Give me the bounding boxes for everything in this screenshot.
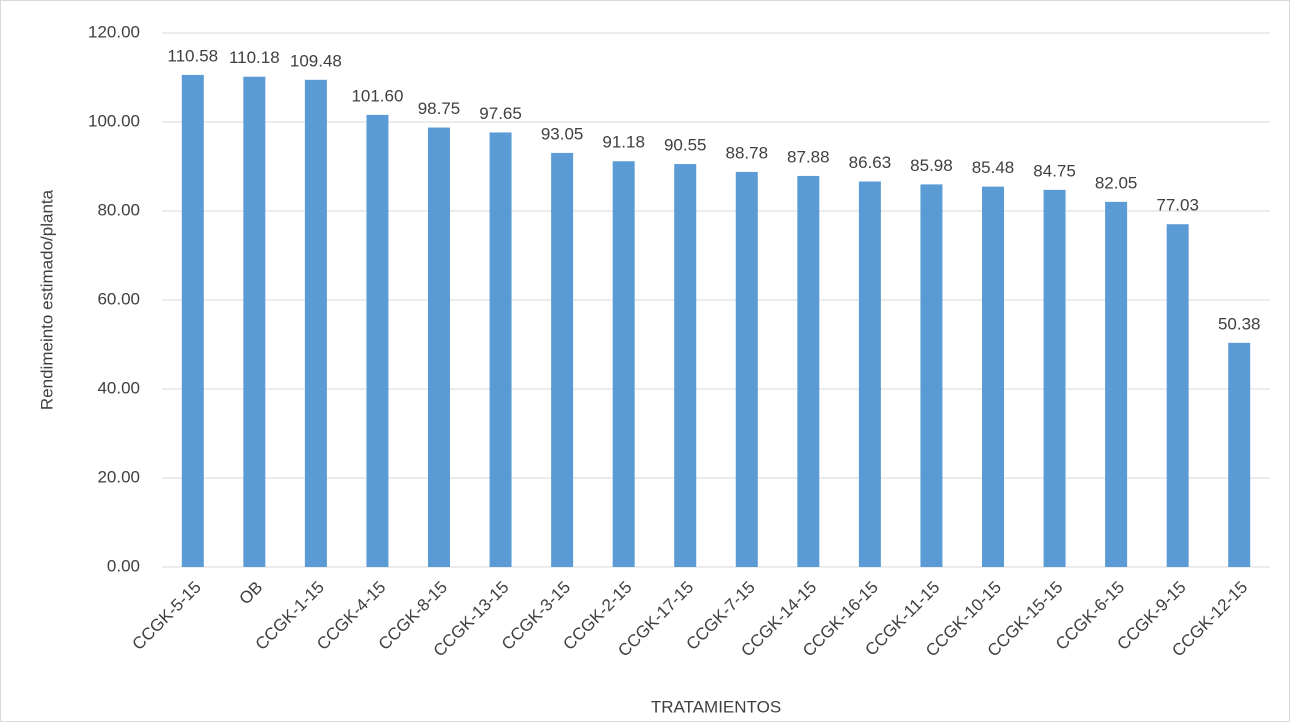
- y-tick-label: 40.00: [97, 378, 140, 397]
- bar: [920, 184, 943, 567]
- data-label: 50.38: [1218, 314, 1261, 333]
- data-label: 91.18: [602, 133, 645, 152]
- data-label: 85.48: [972, 158, 1015, 177]
- data-label: 77.03: [1156, 196, 1199, 215]
- data-label: 97.65: [479, 104, 522, 123]
- bar: [674, 164, 697, 568]
- data-label: 86.63: [849, 153, 892, 172]
- bar: [1166, 224, 1189, 568]
- bar: [366, 114, 389, 567]
- data-label: 101.60: [351, 86, 403, 105]
- y-tick-label: 80.00: [97, 200, 140, 219]
- data-label: 87.88: [787, 147, 830, 166]
- y-axis-title: Rendimeinto estimado/planta: [37, 189, 56, 410]
- y-tick-label: 120.00: [88, 22, 140, 41]
- y-tick-label: 100.00: [88, 111, 140, 130]
- data-label: 110.58: [167, 46, 218, 65]
- y-tick-label: 20.00: [97, 467, 140, 486]
- data-label: 88.78: [726, 143, 769, 162]
- data-label: 98.75: [418, 99, 461, 118]
- data-label: 93.05: [541, 124, 584, 143]
- bar: [797, 175, 820, 567]
- bar: [181, 74, 204, 567]
- bar: [735, 171, 758, 567]
- bar: [1228, 342, 1251, 567]
- bar: [551, 152, 574, 568]
- bar: [982, 186, 1004, 567]
- bar: [489, 132, 512, 567]
- data-label: 110.18: [229, 48, 280, 67]
- bar: [858, 181, 881, 567]
- bar: [1105, 201, 1128, 567]
- data-label: 109.48: [290, 51, 342, 70]
- bar: [304, 79, 327, 568]
- bar: [1043, 189, 1066, 568]
- x-axis-title: TRATAMIENTOS: [651, 697, 781, 716]
- y-tick-label: 0.00: [107, 556, 140, 575]
- data-label: 82.05: [1095, 173, 1138, 192]
- data-label: 84.75: [1033, 161, 1076, 180]
- bar: [428, 127, 450, 567]
- data-label: 85.98: [910, 156, 953, 175]
- data-label: 90.55: [664, 136, 707, 155]
- bar: [612, 161, 635, 567]
- bar: [243, 76, 266, 567]
- y-tick-label: 60.00: [97, 289, 140, 308]
